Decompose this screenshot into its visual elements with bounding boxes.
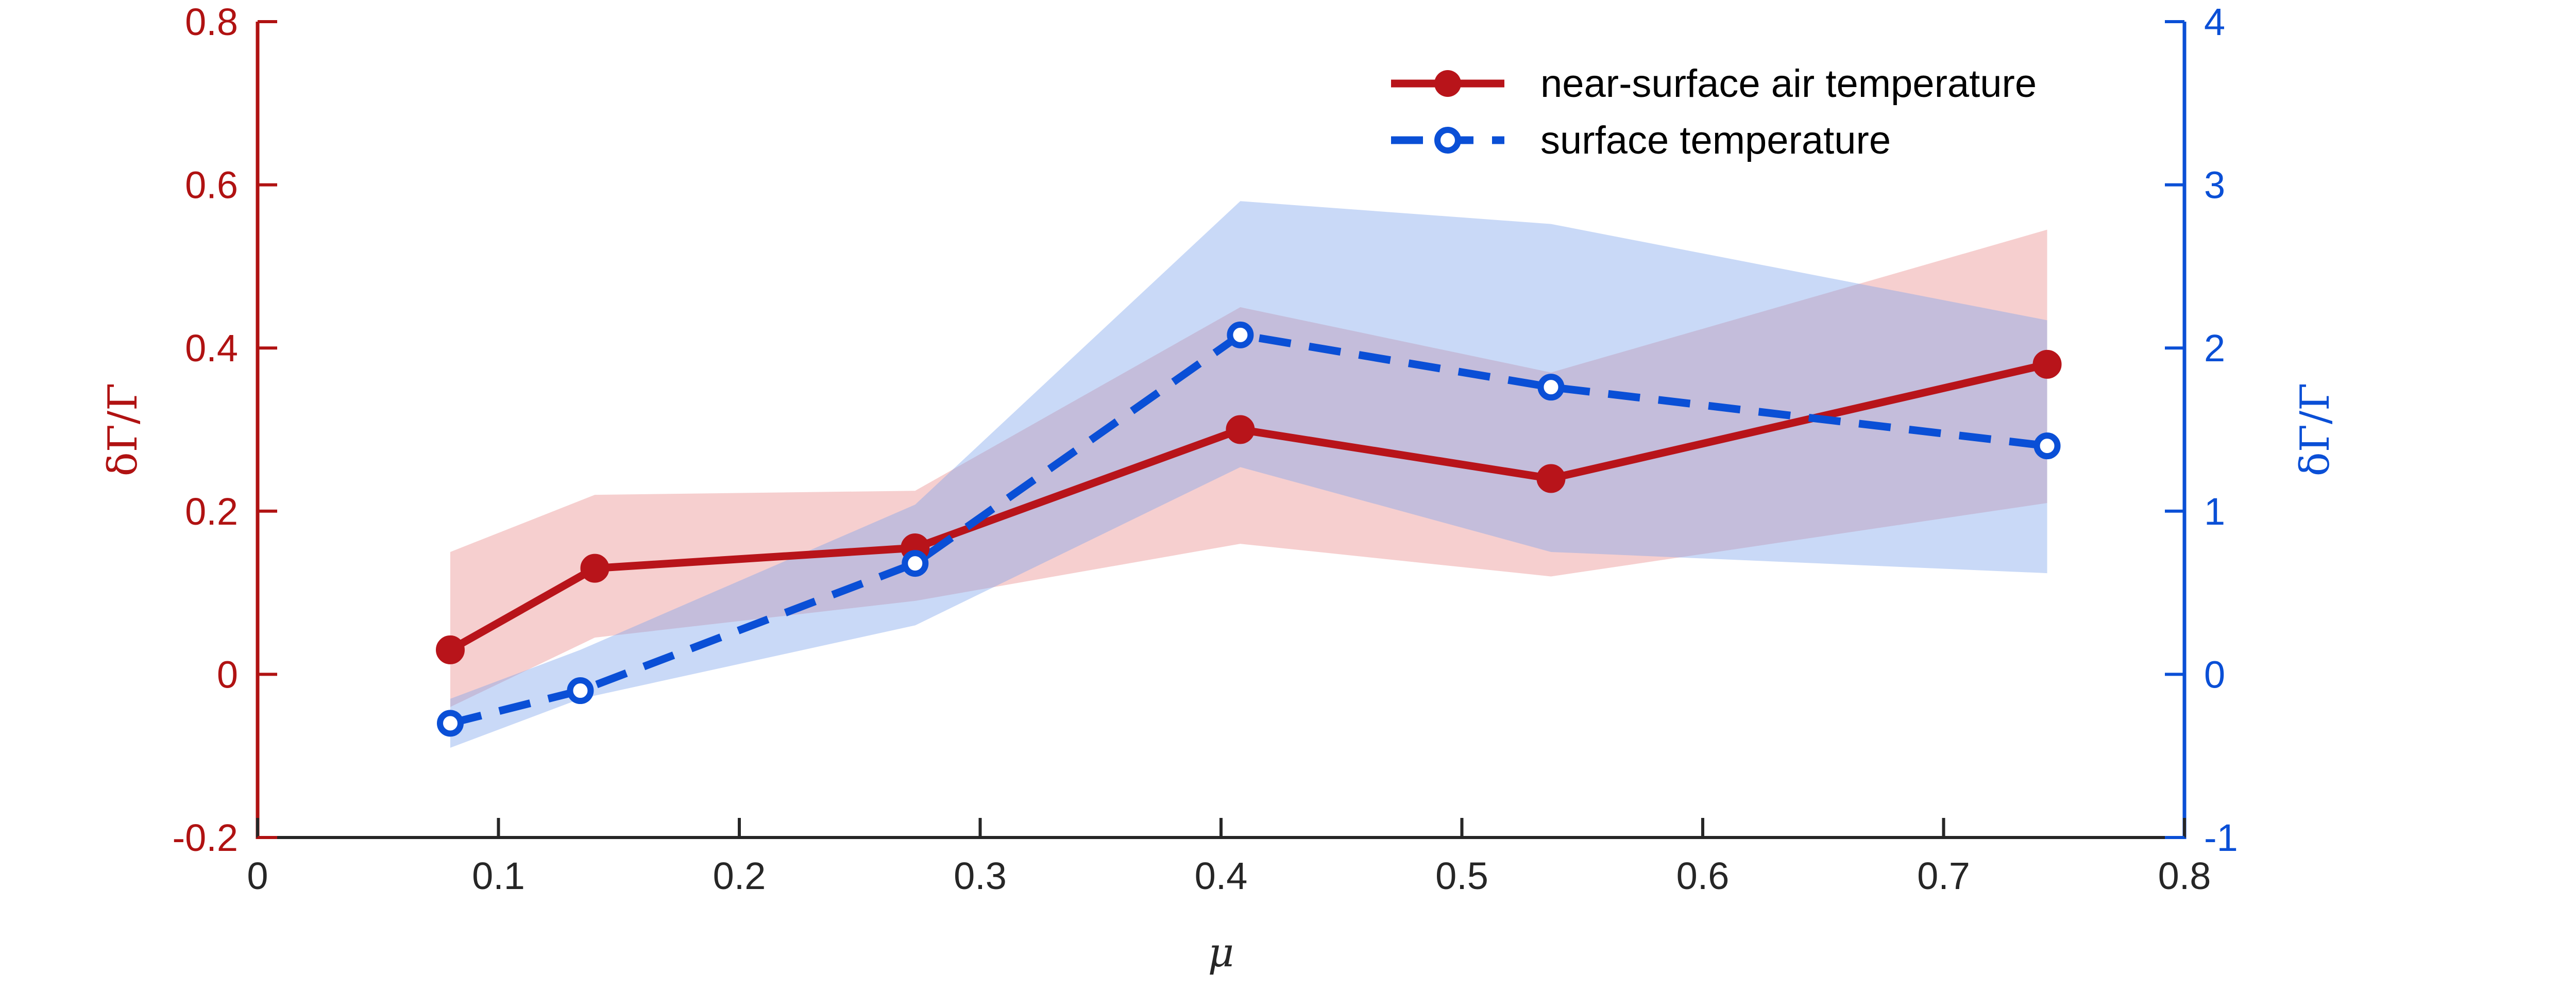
x-axis-title: μ <box>1208 930 1234 976</box>
series-line-surface <box>449 331 2048 727</box>
axes: 0 0.1 0.2 0.3 0.4 0.5 0.6 0.7 0.8-0.200.20.40.60… <box>100 1 2338 976</box>
legend: near-surface air temperature surface temp… <box>1391 62 2037 162</box>
x-tick-label: 0.6 <box>1676 855 1730 897</box>
data-point-surface <box>437 710 464 737</box>
left-y-tick-label: 0.2 <box>185 490 238 533</box>
data-point-surface <box>1227 321 1254 348</box>
right-y-tick-label: 1 <box>2204 490 2225 533</box>
left-y-tick-label: -0.2 <box>172 816 238 859</box>
left-y-axis-title: δΓ/Γ <box>100 383 146 476</box>
series-markers <box>436 321 2062 737</box>
x-tick-label: 0.5 <box>1435 855 1488 897</box>
x-tick-label: 0.4 <box>1195 855 1248 897</box>
x-tick-label: 0.3 <box>954 855 1007 897</box>
legend-marker-surface <box>1434 127 1461 154</box>
right-y-tick-label: -1 <box>2204 816 2238 859</box>
right-y-tick-label: 4 <box>2204 1 2225 43</box>
right-y-tick-label: 3 <box>2204 164 2225 207</box>
right-y-tick-label: 0 <box>2204 653 2225 696</box>
data-point-surface <box>902 550 929 577</box>
right-y-axis-title: δΓ/Γ <box>2292 383 2338 476</box>
right-y-tick-label: 2 <box>2204 327 2225 370</box>
left-y-tick-label: 0.4 <box>185 327 238 370</box>
left-y-tick-label: 0.8 <box>185 1 238 43</box>
series-line-air <box>448 360 2048 654</box>
data-point-air <box>436 635 465 664</box>
data-point-air <box>580 554 609 583</box>
data-point-surface <box>2033 432 2061 460</box>
x-tick-label: 0 <box>247 855 268 897</box>
band-surface <box>450 201 2047 748</box>
data-point-air <box>1536 464 1566 493</box>
data-point-air <box>1226 415 1255 444</box>
series-lines <box>448 331 2048 727</box>
left-y-tick-label: 0.6 <box>185 164 238 207</box>
data-point-surface <box>1537 374 1565 401</box>
x-tick-label: 0.8 <box>2158 855 2211 897</box>
uncertainty-bands <box>450 201 2047 748</box>
left-y-tick-label: 0 <box>217 653 238 696</box>
x-tick-label: 0.1 <box>472 855 525 897</box>
data-point-surface <box>567 677 594 705</box>
legend-label-air: near-surface air temperature <box>1540 62 2037 106</box>
x-tick-label: 0.7 <box>1917 855 1970 897</box>
legend-marker-air <box>1434 70 1461 97</box>
data-point-air <box>2032 349 2062 379</box>
legend-label-surface: surface temperature <box>1540 119 1891 162</box>
x-tick-label: 0.2 <box>713 855 766 897</box>
